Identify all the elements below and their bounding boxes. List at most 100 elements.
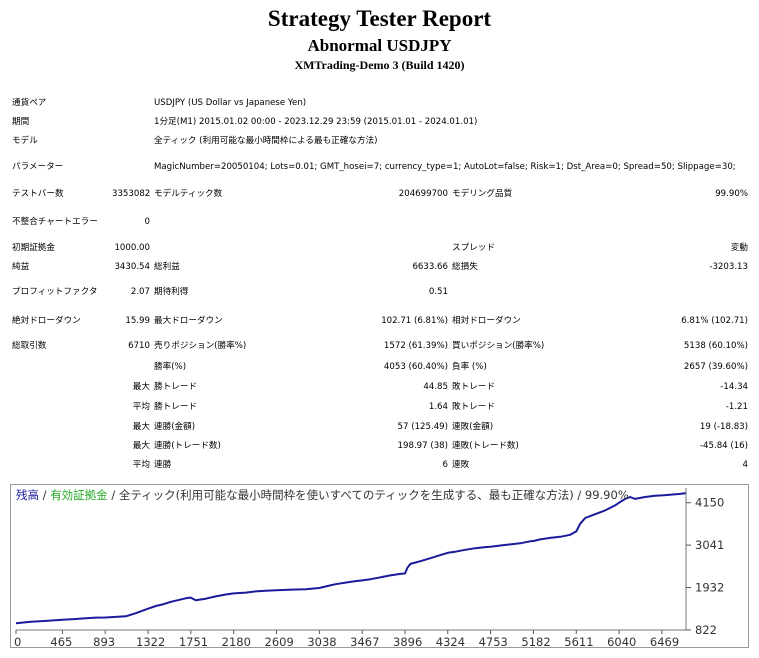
- rel-dd-label: 相対ドローダウン: [452, 315, 521, 326]
- win-label: 勝率(%): [154, 362, 187, 372]
- x-tick-label: 6469: [650, 635, 679, 648]
- win-value: 4053 (60.40%): [383, 362, 448, 372]
- lose-label: 負率 (%): [452, 362, 487, 372]
- consec-loss-label: 連敗(トレード数): [452, 441, 519, 451]
- x-tick-label: 1322: [136, 635, 165, 648]
- rel-dd-value: 6.81% (102.71): [681, 315, 748, 326]
- pf-value: 2.07: [130, 287, 150, 297]
- legend-quality: 99.90%: [585, 488, 629, 502]
- chart-y-axis: 822 1932 3041 4150: [685, 488, 724, 637]
- lose-value: 2657 (39.60%): [683, 362, 748, 372]
- abs-dd-label: 絶対ドローダウン: [12, 315, 81, 326]
- row-largest: 最大 勝トレード 44.85 敗トレード -14.34: [10, 377, 750, 397]
- bars-value: 3353082: [112, 189, 151, 199]
- symbol-label: 通貨ペア: [12, 98, 47, 108]
- legend-separator: /: [574, 488, 585, 502]
- consec-loss-amt-label: 連敗(金額): [452, 421, 494, 432]
- x-tick-label: 6040: [607, 635, 636, 648]
- long-label: 買いポジション(勝率%): [452, 340, 545, 351]
- mismatch-value: 0: [144, 216, 150, 227]
- model-label: モデル: [12, 136, 38, 146]
- pf-label: プロフィットファクタ: [12, 287, 98, 297]
- x-tick-label: 2180: [222, 635, 251, 648]
- ticks-label: モデルティック数: [154, 189, 223, 199]
- avg-loss-value: -1.21: [725, 401, 748, 412]
- avg-word: 平均: [132, 460, 150, 470]
- chart-frame: [10, 484, 749, 648]
- x-tick-label: 5611: [564, 635, 593, 648]
- x-tick-label: 465: [50, 635, 72, 648]
- consec-wins-amt-value: 57 (125.49): [397, 421, 448, 432]
- avg-win-label: 勝トレード: [154, 401, 197, 412]
- largest-win-label: 勝トレード: [154, 381, 197, 392]
- balance-line: [15, 492, 687, 625]
- consec-profit-value: 198.97 (38): [397, 441, 448, 451]
- x-tick-label: 5182: [521, 635, 550, 648]
- x-tick-label: 4753: [479, 635, 508, 648]
- row-params: パラメーター MagicNumber=20050104; Lots=0.01; …: [10, 151, 750, 184]
- y-tick-label: 1932: [695, 581, 724, 595]
- trades-label: 総取引数: [12, 340, 47, 351]
- bars-label: テストバー数: [12, 189, 64, 199]
- legend-separator: /: [39, 488, 50, 502]
- row-net: 純益 3430.54 総利益 6633.66 総損失 -3203.13: [10, 258, 750, 277]
- chart-series: [15, 492, 687, 625]
- row-consec-amount: 最大 連勝(金額) 57 (125.49) 連敗(金額) 19 (-18.83): [10, 417, 750, 437]
- avg-consec-wins-label: 連勝: [154, 460, 172, 470]
- row-drawdown: 絶対ドローダウン 15.99 最大ドローダウン 102.71 (6.81%) 相…: [10, 308, 750, 334]
- legend-model: 全ティック(利用可能な最小時間枠を使いすべてのティックを生成する、最も正確な方法…: [119, 488, 574, 502]
- x-tick-label: 4324: [436, 635, 465, 648]
- x-tick-label: 1751: [179, 635, 208, 648]
- avg-consec-wins-value: 6: [442, 460, 448, 470]
- row-average: 平均 勝トレード 1.64 敗トレード -1.21: [10, 397, 750, 417]
- consec-loss-value: -45.84 (16): [699, 441, 748, 451]
- net-label: 純益: [12, 262, 30, 272]
- ea-name: Abnormal USDJPY: [307, 36, 452, 55]
- short-label: 売りポジション(勝率%): [154, 340, 247, 351]
- deposit-value: 1000.00: [114, 243, 150, 253]
- max-dd-label: 最大ドローダウン: [154, 315, 223, 326]
- row-consec-trades: 最大 連勝(トレード数) 198.97 (38) 連敗(トレード数) -45.8…: [10, 437, 750, 456]
- largest-win-value: 44.85: [423, 381, 448, 392]
- symbol-value: USDJPY (US Dollar vs Japanese Yen): [154, 98, 307, 108]
- params-value: MagicNumber=20050104; Lots=0.01; GMT_hos…: [154, 162, 736, 172]
- balance-chart-svg: 0 465 893 1322 1751 2180 2609 3038 3467 3896 4324 4…: [10, 484, 749, 649]
- net-value: 3430.54: [114, 262, 150, 272]
- max-word: 最大: [132, 421, 150, 432]
- consec-wins-amt-label: 連勝(金額): [154, 421, 196, 432]
- avg-consec-loss-label: 連敗: [452, 460, 470, 470]
- row-period: 期間 1分足(M1) 2015.01.02 00:00 - 2023.12.29…: [10, 113, 750, 132]
- avg-win-value: 1.64: [428, 401, 448, 412]
- expected-label: 期待利得: [154, 287, 189, 297]
- mismatch-label: 不整合チャートエラー: [12, 216, 98, 227]
- max-dd-value: 102.71 (6.81%): [381, 315, 448, 326]
- x-tick-label: 3896: [393, 635, 422, 648]
- period-label: 期間: [12, 117, 30, 127]
- model-value: 全ティック (利用可能な最小時間枠による最も正確な方法): [154, 136, 378, 146]
- spread-label: スプレッド: [452, 243, 495, 253]
- row-winrate: 勝率(%) 4053 (60.40%) 負率 (%) 2657 (39.60%): [10, 358, 750, 377]
- avg-word: 平均: [132, 401, 150, 412]
- balance-chart: 0 465 893 1322 1751 2180 2609 3038 3467 3896 4324 4…: [10, 484, 749, 649]
- gross-loss-value: -3203.13: [709, 262, 748, 272]
- consec-loss-amt-value: 19 (-18.83): [699, 421, 748, 432]
- max-word: 最大: [132, 441, 150, 451]
- gross-loss-label: 総損失: [452, 262, 478, 272]
- row-avg-consec: 平均 連勝 6 連敗 4: [10, 456, 750, 475]
- largest-loss-value: -14.34: [720, 381, 748, 392]
- period-value: 1分足(M1) 2015.01.02 00:00 - 2023.12.29 23…: [154, 117, 478, 127]
- row-trades: 総取引数 6710 売りポジション(勝率%) 1572 (61.39%) 買いポ…: [10, 334, 750, 358]
- consec-profit-label: 連勝(トレード数): [154, 441, 221, 451]
- trades-value: 6710: [128, 340, 150, 351]
- gross-profit-label: 総利益: [154, 262, 180, 272]
- y-tick-label: 822: [695, 623, 717, 637]
- y-tick-label: 4150: [695, 496, 724, 510]
- row-symbol: 通貨ペア USDJPY (US Dollar vs Japanese Yen): [10, 94, 750, 113]
- expected-value: 0.51: [428, 287, 448, 297]
- short-value: 1572 (61.39%): [383, 340, 448, 351]
- server-name: XMTrading-Demo 3 (Build 1420): [294, 58, 465, 72]
- x-tick-label: 0: [14, 635, 21, 648]
- y-tick-label: 3041: [695, 538, 724, 552]
- max-word: 最大: [132, 381, 150, 392]
- largest-loss-label: 敗トレード: [452, 381, 495, 392]
